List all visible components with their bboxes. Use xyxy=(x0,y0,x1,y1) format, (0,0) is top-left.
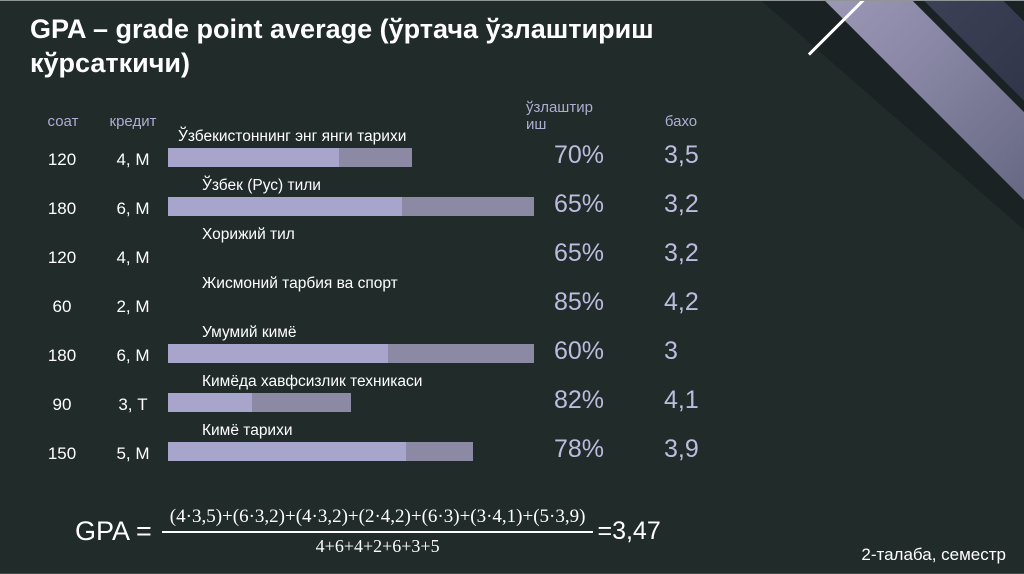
row-grade: 3,2 xyxy=(664,190,699,218)
credit-bar xyxy=(168,393,351,412)
row-subject: Хорижий тил xyxy=(202,226,295,243)
gpa-formula-denominator: 4+6+4+2+6+3+5 xyxy=(315,536,440,556)
row-hours: 120 xyxy=(47,150,77,169)
row-subject: Умумий кимё xyxy=(202,324,297,341)
row-hours: 120 xyxy=(47,248,77,267)
row-hours: 60 xyxy=(52,297,72,316)
row-grade: 3,2 xyxy=(664,239,699,267)
credit-bar xyxy=(168,148,412,167)
credit-bar xyxy=(168,197,534,216)
decoration-diagonal-line xyxy=(807,1,866,56)
row-hours: 180 xyxy=(47,346,77,365)
bar-rest-segment xyxy=(252,393,351,412)
gpa-formula: GPA = (4·3,5)+(6·3,2)+(4·3,2)+(2·4,2)+(6… xyxy=(75,506,661,557)
row-grade: 4,2 xyxy=(664,288,699,316)
corner-decoration xyxy=(704,1,1024,261)
row-subject: Кимёда хавфсизлик техникаси xyxy=(202,373,423,390)
row-hours: 150 xyxy=(47,444,77,463)
gpa-formula-fraction: (4·3,5)+(6·3,2)+(4·3,2)+(2·4,2)+(6·3)+(3… xyxy=(161,506,594,557)
row-credit: 4, М xyxy=(116,150,150,169)
bar-fill-segment xyxy=(168,344,388,363)
row-subject: Жисмоний тарбия ва спорт xyxy=(202,275,398,292)
row-grade: 3 xyxy=(664,337,678,365)
row-mastery: 70% xyxy=(554,141,605,169)
row-mastery: 85% xyxy=(554,288,605,316)
gpa-formula-label: GPA = xyxy=(75,516,152,546)
row-credit: 6, М xyxy=(116,346,150,365)
bar-fill-segment xyxy=(168,393,253,412)
credit-bar xyxy=(168,442,473,461)
row-subject: Ўзбекистоннинг энг янги тарихи xyxy=(178,128,407,145)
row-credit: 4, М xyxy=(116,248,150,267)
footer-note: 2-талаба, семестр xyxy=(861,545,1006,564)
table-row: 120 4, М Ўзбекистоннинг энг янги тарихи … xyxy=(32,127,752,176)
row-mastery: 60% xyxy=(554,337,605,365)
header-credit: кредит xyxy=(109,113,157,130)
gpa-table: соат кредит ўзлаштириш бахо 120 4, М Ўзб… xyxy=(32,97,752,477)
row-credit: 6, М xyxy=(116,199,150,218)
row-credit: 5, М xyxy=(116,444,150,463)
decoration-triangle xyxy=(761,1,1024,230)
page-title: GPA – grade point average (ўртача ўзлашт… xyxy=(30,14,654,78)
row-grade: 3,5 xyxy=(664,141,699,169)
gpa-formula-result: =3,47 xyxy=(597,517,661,545)
row-hours: 90 xyxy=(52,395,72,414)
row-subject: Кимё тарихи xyxy=(202,422,293,439)
decoration-ribbon-dark xyxy=(878,1,1024,167)
decoration-ribbon-light xyxy=(775,1,1024,255)
bar-rest-segment xyxy=(387,344,534,363)
bar-rest-segment xyxy=(405,442,473,461)
header-hours: соат xyxy=(47,113,79,130)
table-row: 60 2, М Жисмоний тарбия ва спорт 85% 4,2 xyxy=(32,274,752,323)
bar-rest-segment xyxy=(402,197,534,216)
bar-fill-segment xyxy=(168,442,406,461)
row-mastery: 78% xyxy=(554,435,605,463)
table-row: 180 6, М Ўзбек (Рус) тили 65% 3,2 xyxy=(32,176,752,225)
bar-rest-segment xyxy=(338,148,412,167)
bar-fill-segment xyxy=(168,197,403,216)
row-subject: Ўзбек (Рус) тили xyxy=(202,177,321,194)
row-grade: 4,1 xyxy=(664,386,699,414)
bar-fill-segment xyxy=(168,148,339,167)
row-hours: 180 xyxy=(47,199,77,218)
gpa-formula-numerator: (4·3,5)+(6·3,2)+(4·3,2)+(2·4,2)+(6·3)+(3… xyxy=(161,506,594,533)
table-row: 150 5, М Кимё тарихи 78% 3,9 xyxy=(32,421,752,470)
row-mastery: 65% xyxy=(554,190,605,218)
table-row: 180 6, М Умумий кимё 60% 3 xyxy=(32,323,752,372)
table-row: 90 3, Т Кимёда хавфсизлик техникаси 82% … xyxy=(32,372,752,421)
table-row: 120 4, М Хорижий тил 65% 3,2 xyxy=(32,225,752,274)
header-mastery: ўзлаштириш xyxy=(526,99,593,134)
row-grade: 3,9 xyxy=(664,435,699,463)
row-mastery: 82% xyxy=(554,386,605,414)
row-credit: 2, М xyxy=(116,297,150,316)
row-mastery: 65% xyxy=(554,239,605,267)
row-credit: 3, Т xyxy=(118,395,148,414)
table-rows: 120 4, М Ўзбекистоннинг энг янги тарихи … xyxy=(32,127,752,470)
credit-bar xyxy=(168,344,534,363)
header-grade: бахо xyxy=(664,113,698,130)
